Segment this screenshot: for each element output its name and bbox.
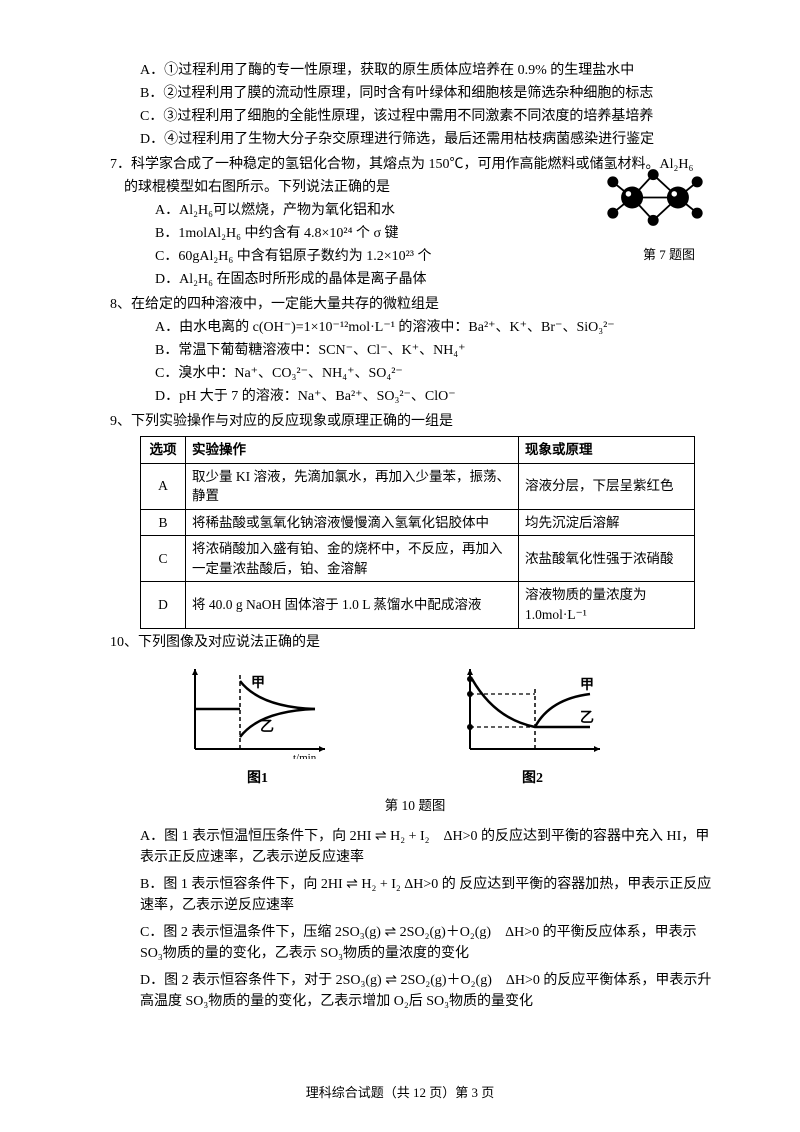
cell: 均先沉淀后溶解	[519, 509, 695, 536]
q10-caption: 第 10 题图	[110, 796, 720, 816]
table-row: C 将浓硝酸加入盛有铂、金的烧杯中，不反应，再加入一定量浓盐酸后，铂、金溶解 浓…	[141, 536, 695, 582]
fig1-label: 图1	[175, 768, 340, 789]
table-row: A 取少量 KI 溶液，先滴加氯水，再加入少量苯，振荡、静置 溶液分层，下层呈紫…	[141, 463, 695, 509]
q10-opt-a: A．图 1 表示恒温恒压条件下，向 2HI ⇌ H₂ + I₂ ΔH>0 的反应…	[110, 826, 720, 868]
q8-stem: 8、在给定的四种溶液中，一定能大量共存的微粒组是	[110, 294, 720, 315]
svg-text:甲: 甲	[251, 675, 265, 691]
q10-opt-c: C．图 2 表示恒温条件下，压缩 2SO₃(g) ⇌ 2SO₂(g)＋O₂(g)…	[110, 922, 720, 964]
cell: B	[141, 509, 186, 536]
q9-h3: 现象或原理	[519, 437, 695, 464]
fig2-label: 图2	[450, 768, 615, 789]
q10-fig1: 甲 乙 t/min 图1	[175, 659, 340, 779]
q9-h2: 实验操作	[186, 437, 519, 464]
q9-h1: 选项	[141, 437, 186, 464]
table-row: D 将 40.0 g NaOH 固体溶于 1.0 L 蒸馏水中配成溶液 溶液物质…	[141, 582, 695, 628]
cell: 溶液分层，下层呈紫红色	[519, 463, 695, 509]
q6-opt-a: A．①过程利用了酶的专一性原理，获取的原生质体应培养在 0.9% 的生理盐水中	[110, 60, 720, 81]
cell: 取少量 KI 溶液，先滴加氯水，再加入少量苯，振荡、静置	[186, 463, 519, 509]
page-root: A．①过程利用了酶的专一性原理，获取的原生质体应培养在 0.9% 的生理盐水中 …	[0, 0, 800, 1132]
q9-table: 选项 实验操作 现象或原理 A 取少量 KI 溶液，先滴加氯水，再加入少量苯，振…	[140, 436, 695, 629]
q6-opt-d: D．④过程利用了生物大分子杂交原理进行筛选，最后还需用枯枝病菌感染进行鉴定	[110, 129, 720, 150]
q7-opt-d: D．Al₂H₆ 在固态时所形成的晶体是离子晶体	[110, 269, 720, 290]
svg-text:t/min: t/min	[293, 752, 317, 759]
cell: 将稀盐酸或氢氧化钠溶液慢慢滴入氢氧化铝胶体中	[186, 509, 519, 536]
svg-text:乙: 乙	[580, 710, 594, 726]
q8-opt-d: D．pH 大于 7 的溶液：Na⁺、Ba²⁺、SO₃²⁻、ClO⁻	[110, 386, 720, 407]
q7-fig-caption: 第 7 题图	[643, 245, 695, 265]
q6-opt-c: C．③过程利用了细胞的全能性原理，该过程中需用不同激素不同浓度的培养基培养	[110, 106, 720, 127]
q8-opt-b: B．常温下葡萄糖溶液中：SCN⁻、Cl⁻、K⁺、NH₄⁺	[110, 340, 720, 361]
page-footer: 理科综合试题（共 12 页）第 3 页	[0, 1083, 800, 1103]
q10-opt-d: D．图 2 表示恒容条件下，对于 2SO₃(g) ⇌ 2SO₂(g)＋O₂(g)…	[110, 970, 720, 1012]
q8-opt-c: C．溴水中：Na⁺、CO₃²⁻、NH₄⁺、SO₄²⁻	[110, 363, 720, 384]
cell: A	[141, 463, 186, 509]
cell: 浓盐酸氧化性强于浓硝酸	[519, 536, 695, 582]
q6-opt-b: B．②过程利用了膜的流动性原理，同时含有叶绿体和细胞核是筛选杂种细胞的标志	[110, 83, 720, 104]
cell: C	[141, 536, 186, 582]
q10-figures: 甲 乙 t/min 图1 甲 乙	[110, 659, 720, 794]
molecule-diagram	[600, 155, 710, 240]
cell: 溶液物质的量浓度为 1.0mol·L⁻¹	[519, 582, 695, 628]
table-row: B 将稀盐酸或氢氧化钠溶液慢慢滴入氢氧化铝胶体中 均先沉淀后溶解	[141, 509, 695, 536]
q7-opt-c: C．60gAl₂H₆ 中含有铝原子数约为 1.2×10²³ 个	[110, 246, 720, 267]
q10-opt-b: B．图 1 表示恒容条件下，向 2HI ⇌ H₂ + I₂ ΔH>0 的 反应达…	[110, 874, 720, 916]
q9-header-row: 选项 实验操作 现象或原理	[141, 437, 695, 464]
q9-stem: 9、下列实验操作与对应的反应现象或原理正确的一组是	[110, 411, 720, 432]
cell: D	[141, 582, 186, 628]
q8-opt-a: A．由水电离的 c(OH⁻)=1×10⁻¹²mol·L⁻¹ 的溶液中：Ba²⁺、…	[110, 317, 720, 338]
cell: 将 40.0 g NaOH 固体溶于 1.0 L 蒸馏水中配成溶液	[186, 582, 519, 628]
svg-text:甲: 甲	[580, 677, 594, 693]
svg-text:乙: 乙	[260, 719, 274, 735]
q10-stem: 10、下列图像及对应说法正确的是	[110, 632, 720, 653]
q10-fig2: 甲 乙 图2	[450, 659, 615, 779]
cell: 将浓硝酸加入盛有铂、金的烧杯中，不反应，再加入一定量浓盐酸后，铂、金溶解	[186, 536, 519, 582]
